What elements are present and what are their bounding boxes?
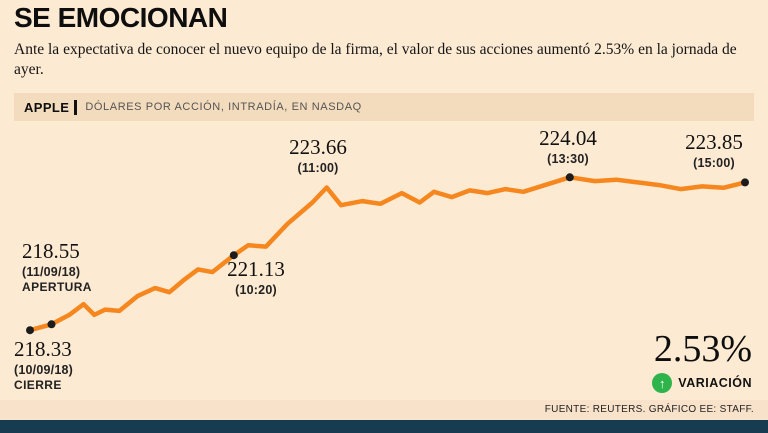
price-line [27, 175, 748, 333]
date-label: (10/09/18) [14, 363, 73, 378]
data-point-marker [741, 178, 749, 187]
time-label: (15:00) [693, 156, 735, 171]
page-title: SE EMOCIONAN [14, 2, 228, 33]
variation-value: 2.53% [653, 328, 752, 370]
date-label: (11/09/18) [22, 265, 81, 280]
price-value: 221.13 [227, 257, 285, 281]
source-credit: FUENTE: REUTERS. GRÁFICO EE: STAFF. [544, 404, 754, 415]
divider-bar [74, 99, 78, 115]
price-value: 223.85 [685, 130, 743, 154]
time-label: (10:20) [235, 283, 277, 298]
annotation-open: 218.55 (11/09/18) APERTURA [22, 239, 162, 295]
price-value: 218.33 [14, 337, 72, 361]
annotation-close: 218.33 (10/09/18) CIERRE [14, 337, 154, 393]
units-label: DÓLARES POR ACCIÓN, INTRADÍA, EN NASDAQ [85, 101, 362, 113]
variation-label: VARIACIÓN [678, 376, 752, 390]
data-point-marker [565, 173, 574, 182]
annotation-15-00: 223.85 (15:00) [654, 130, 768, 171]
open-label: APERTURA [22, 280, 92, 295]
price-value: 224.04 [539, 126, 597, 150]
variation-block: 2.53% ↑ VARIACIÓN [652, 330, 752, 393]
time-label: (13:30) [547, 152, 589, 167]
subtitle: Ante la expectativa de conocer el nuevo … [14, 41, 737, 79]
stock-line-chart [26, 173, 749, 335]
arrow-up-icon: ↑ [652, 373, 673, 393]
price-value: 218.55 [22, 239, 80, 263]
time-label: (11:00) [297, 161, 339, 176]
annotation-13-30: 224.04 (13:30) [508, 126, 628, 167]
bottom-bar [0, 420, 768, 433]
ticker-label: APPLE [24, 99, 70, 115]
price-value: 223.66 [289, 135, 347, 159]
data-point-marker [26, 326, 34, 335]
footer-strip: FUENTE: REUTERS. GRÁFICO EE: STAFF. [0, 400, 768, 420]
data-point-marker [47, 320, 56, 329]
data-point-marker [229, 251, 238, 260]
annotation-11-00: 223.66 (11:00) [258, 135, 378, 176]
chart-kicker: APPLE DÓLARES POR ACCIÓN, INTRADÍA, EN N… [14, 93, 754, 121]
close-label: CIERRE [14, 378, 62, 393]
annotation-10-20: 221.13 (10:20) [196, 257, 316, 298]
